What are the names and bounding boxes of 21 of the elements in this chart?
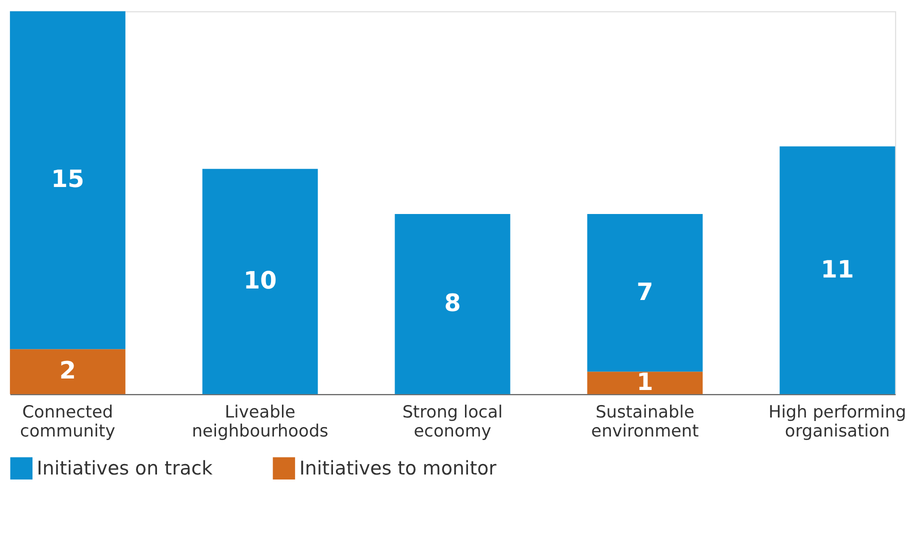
x-tick-label: Liveable neighbourhoods: [192, 402, 328, 440]
data-label: 1: [636, 368, 654, 396]
x-tick-label: Connected community: [20, 402, 116, 440]
legend-label: Initiatives on track: [36, 457, 213, 480]
data-label: 10: [244, 266, 277, 295]
x-tick-label: Strong local economy: [402, 402, 503, 440]
bar: [587, 214, 703, 372]
bar: [10, 349, 126, 394]
legend-label: Initiatives to monitor: [299, 457, 497, 480]
bar: [780, 146, 896, 394]
x-tick-label: Sustainable environment: [591, 402, 700, 440]
data-label: 7: [636, 278, 654, 306]
bar: [10, 11, 126, 350]
data-label: 11: [820, 255, 854, 284]
bar: [202, 168, 318, 394]
bar: [587, 372, 703, 394]
data-label: 2: [59, 356, 76, 385]
data-label: 8: [444, 289, 461, 318]
data-label: 15: [51, 165, 84, 194]
x-tick-label: High performing organisation: [768, 402, 906, 440]
bar: [394, 214, 510, 394]
